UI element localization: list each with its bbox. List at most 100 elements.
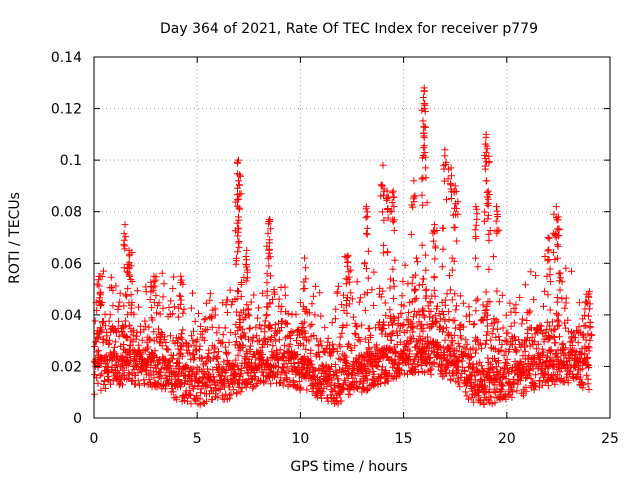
y-axis-label: ROTI / TECUs [7, 192, 23, 284]
data-point [486, 227, 494, 234]
data-point [484, 195, 492, 203]
data-point [548, 318, 556, 326]
data-point [341, 352, 349, 360]
data-point [486, 360, 494, 368]
data-point [556, 368, 564, 376]
data-point [263, 311, 271, 319]
data-point [518, 320, 526, 328]
data-point [451, 182, 459, 190]
data-point [396, 327, 404, 335]
data-point [177, 300, 185, 308]
data-point [543, 272, 551, 280]
data-point [386, 345, 394, 353]
data-point [521, 347, 529, 355]
data-point [151, 347, 159, 355]
data-point [169, 285, 177, 292]
data-point [225, 339, 233, 346]
data-point [346, 390, 354, 398]
data-point [471, 226, 479, 234]
data-point [486, 385, 494, 393]
data-point [232, 198, 240, 206]
data-point [189, 289, 196, 297]
data-point [419, 324, 427, 332]
data-point [115, 332, 123, 340]
data-point [313, 335, 321, 343]
data-point [482, 148, 490, 156]
data-point [265, 216, 273, 223]
data-point [243, 301, 251, 309]
data-point [497, 346, 505, 354]
data-point [221, 324, 229, 332]
data-point [364, 274, 372, 282]
data-point [405, 361, 413, 369]
data-point [96, 288, 104, 296]
data-point [342, 353, 350, 361]
data-point [418, 175, 426, 183]
data-point [116, 289, 124, 297]
data-point [232, 321, 240, 328]
data-point [255, 304, 262, 312]
data-point [366, 324, 374, 332]
data-point [445, 165, 453, 173]
data-point [196, 375, 204, 383]
data-point [246, 324, 254, 332]
data-point [121, 221, 129, 229]
data-point [283, 363, 291, 371]
data-point [267, 272, 274, 280]
data-point [219, 338, 227, 346]
data-point [189, 337, 197, 345]
data-point [451, 290, 459, 298]
data-point [341, 253, 349, 261]
data-point [148, 316, 156, 324]
data-point [554, 225, 562, 233]
data-point [96, 302, 104, 310]
data-point [453, 237, 461, 245]
data-point [488, 330, 496, 338]
y-tick-label: 0.1 [60, 153, 82, 169]
data-point [271, 362, 279, 370]
data-point [493, 211, 501, 218]
data-point [230, 363, 238, 371]
data-point [383, 248, 391, 256]
data-point [403, 327, 411, 335]
data-point [432, 244, 439, 252]
data-point [235, 287, 242, 295]
data-point [515, 336, 523, 344]
data-point [183, 364, 191, 371]
data-point [351, 342, 359, 350]
data-point [291, 363, 299, 371]
data-point [235, 239, 242, 247]
data-point [490, 319, 498, 327]
data-point [390, 216, 398, 224]
x-tick-label: 10 [291, 431, 309, 447]
data-point [232, 260, 240, 268]
data-point [173, 371, 181, 379]
data-point [495, 359, 502, 367]
data-point [526, 342, 534, 350]
data-point [120, 241, 128, 249]
data-point [439, 224, 447, 232]
data-point [109, 302, 117, 310]
data-point [523, 317, 531, 324]
data-point [420, 84, 428, 92]
data-point [438, 263, 446, 271]
data-point [426, 313, 433, 321]
data-point [279, 381, 287, 389]
data-point [462, 345, 470, 353]
data-point [545, 246, 553, 254]
data-point [472, 203, 480, 211]
data-point [106, 311, 114, 319]
data-point [451, 316, 459, 324]
data-point [554, 322, 562, 330]
data-point [498, 341, 506, 349]
data-point [277, 374, 285, 382]
data-point [321, 324, 329, 332]
data-point [462, 336, 470, 344]
data-point [451, 224, 459, 232]
data-point [166, 362, 174, 370]
data-point [558, 295, 566, 303]
data-point [332, 361, 340, 369]
data-point [472, 334, 480, 342]
data-point [306, 368, 314, 376]
data-point [233, 219, 241, 227]
